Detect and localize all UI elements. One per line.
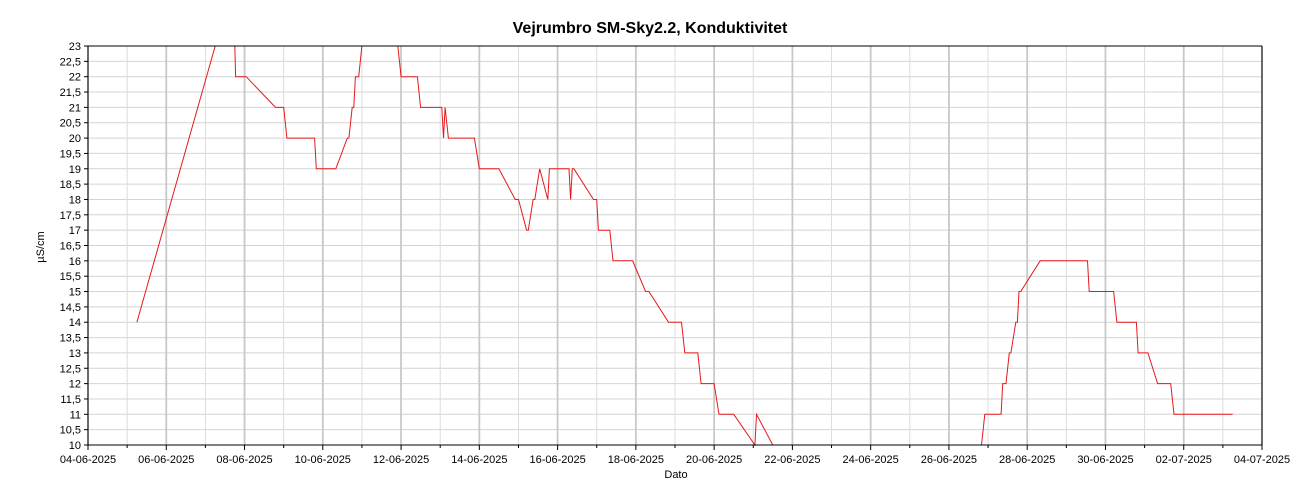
y-tick-label: 14,5	[60, 302, 81, 314]
y-tick-label: 16	[69, 256, 81, 268]
y-tick-label: 23	[69, 41, 81, 53]
x-tick-label: 22-06-2025	[764, 454, 820, 466]
y-tick-label: 14	[69, 317, 81, 329]
x-tick-label: 18-06-2025	[608, 454, 664, 466]
y-tick-label: 18,5	[60, 179, 81, 191]
y-tick-label: 12	[69, 379, 81, 391]
x-tick-label: 12-06-2025	[373, 454, 429, 466]
x-axis-label: Dato	[664, 469, 687, 481]
y-tick-label: 20	[69, 133, 81, 145]
x-tick-label: 02-07-2025	[1156, 454, 1212, 466]
y-tick-label: 19,5	[60, 148, 81, 160]
y-tick-label: 21	[69, 102, 81, 114]
chart-title: Vejrumbro SM-Sky2.2, Konduktivitet	[512, 20, 788, 37]
y-tick-label: 15,5	[60, 271, 81, 283]
x-tick-label: 04-07-2025	[1234, 454, 1290, 466]
series-line	[136, 45, 1233, 447]
y-tick-labels: 10 10,5 11 11,5 12 12,5 13 13,5 14 14,5 15 15,5 16 16…	[60, 41, 81, 452]
y-tick-label: 21,5	[60, 87, 81, 99]
y-tick-label: 16,5	[60, 241, 81, 253]
y-axis-label: µS/cm	[35, 231, 47, 262]
y-tick-label: 11	[70, 409, 81, 421]
axes	[84, 45, 1263, 450]
x-tick-label: 24-06-2025	[843, 454, 899, 466]
x-tick-label: 30-06-2025	[1077, 454, 1133, 466]
y-tick-label: 22,5	[60, 56, 81, 68]
x-tick-labels: 04-06-2025 06-06-2025 08-06-2025 10-06-2025…	[60, 454, 1290, 466]
x-tick-label: 16-06-2025	[529, 454, 585, 466]
y-tick-label: 11,5	[60, 394, 81, 406]
y-tick-label: 15	[69, 287, 81, 299]
x-tick-label: 28-06-2025	[999, 454, 1055, 466]
series-line-group	[136, 45, 1233, 447]
x-tick-label: 26-06-2025	[921, 454, 977, 466]
y-tick-label: 10,5	[60, 425, 81, 437]
y-tick-label: 18	[69, 194, 81, 206]
grid-lines	[87, 45, 1263, 446]
y-tick-label: 19	[69, 164, 81, 176]
x-tick-label: 08-06-2025	[216, 454, 272, 466]
y-tick-label: 22	[69, 72, 81, 84]
y-tick-label: 17,5	[60, 210, 81, 222]
y-tick-label: 10	[69, 440, 81, 452]
x-tick-label: 04-06-2025	[60, 454, 116, 466]
x-tick-label: 06-06-2025	[138, 454, 194, 466]
y-tick-label: 20,5	[60, 118, 81, 130]
y-tick-label: 13,5	[60, 333, 81, 345]
y-tick-label: 13	[69, 348, 81, 360]
x-tick-label: 10-06-2025	[295, 454, 351, 466]
y-tick-label: 17	[69, 225, 81, 237]
y-tick-label: 12,5	[60, 363, 81, 375]
x-tick-label: 14-06-2025	[451, 454, 507, 466]
x-tick-label: 20-06-2025	[686, 454, 742, 466]
